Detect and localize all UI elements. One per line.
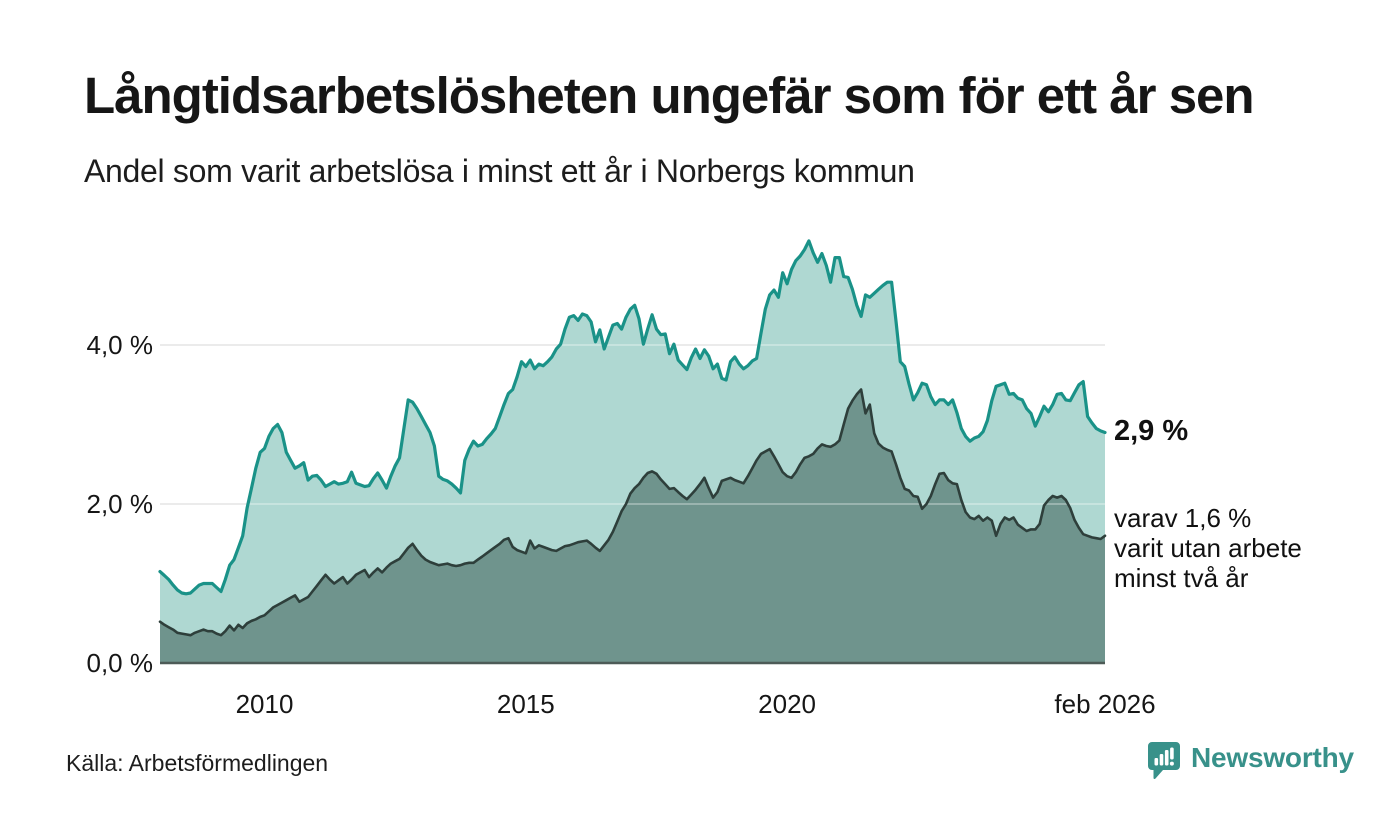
bar-medium	[1159, 754, 1164, 766]
exclamation-stem	[1170, 747, 1174, 760]
page-title: Långtidsarbetslösheten ungefär som för e…	[84, 67, 1255, 124]
gridlines-overlay	[160, 344, 1105, 505]
newsworthy-wordmark: Newsworthy	[1191, 742, 1354, 773]
newsworthy-logo: Newsworthy	[1147, 741, 1354, 781]
trend-line-two-years	[158, 388, 1107, 637]
page-subtitle: Andel som varit arbetslösa i minst ett å…	[84, 153, 915, 189]
trend-line-total-unemployed	[158, 239, 1107, 596]
x-tick-label-2015: 2015	[496, 689, 555, 719]
newsworthy-icon	[1148, 742, 1180, 780]
annotation-line-2: varit utan arbete	[1114, 532, 1302, 563]
source-label: Källa: Arbetsförmedlingen	[66, 750, 329, 776]
y-tick-label-0: 0,0 %	[86, 648, 154, 678]
annotation-line-3: minst två år	[1114, 562, 1249, 593]
x-tick-label-feb-2026: feb 2026	[1054, 689, 1156, 719]
exclamation-dot	[1169, 761, 1174, 766]
y-tick-label-2: 2,0 %	[86, 489, 154, 519]
end-value-label-total: 2,9 %	[1114, 414, 1189, 447]
y-tick-label-4: 4,0 %	[86, 330, 154, 360]
end-value-label-two-years: varav 1,6 % varit utan arbete minst två …	[1114, 503, 1302, 593]
speech-bubble-shape	[1148, 742, 1180, 780]
x-tick-label-2010: 2010	[235, 689, 294, 719]
bar-tall	[1164, 750, 1169, 766]
x-tick-label-2020: 2020	[758, 689, 817, 719]
annotation-line-1: varav 1,6 %	[1114, 502, 1252, 533]
area-fill-two-years	[160, 389, 1105, 663]
bar-small	[1154, 758, 1159, 766]
